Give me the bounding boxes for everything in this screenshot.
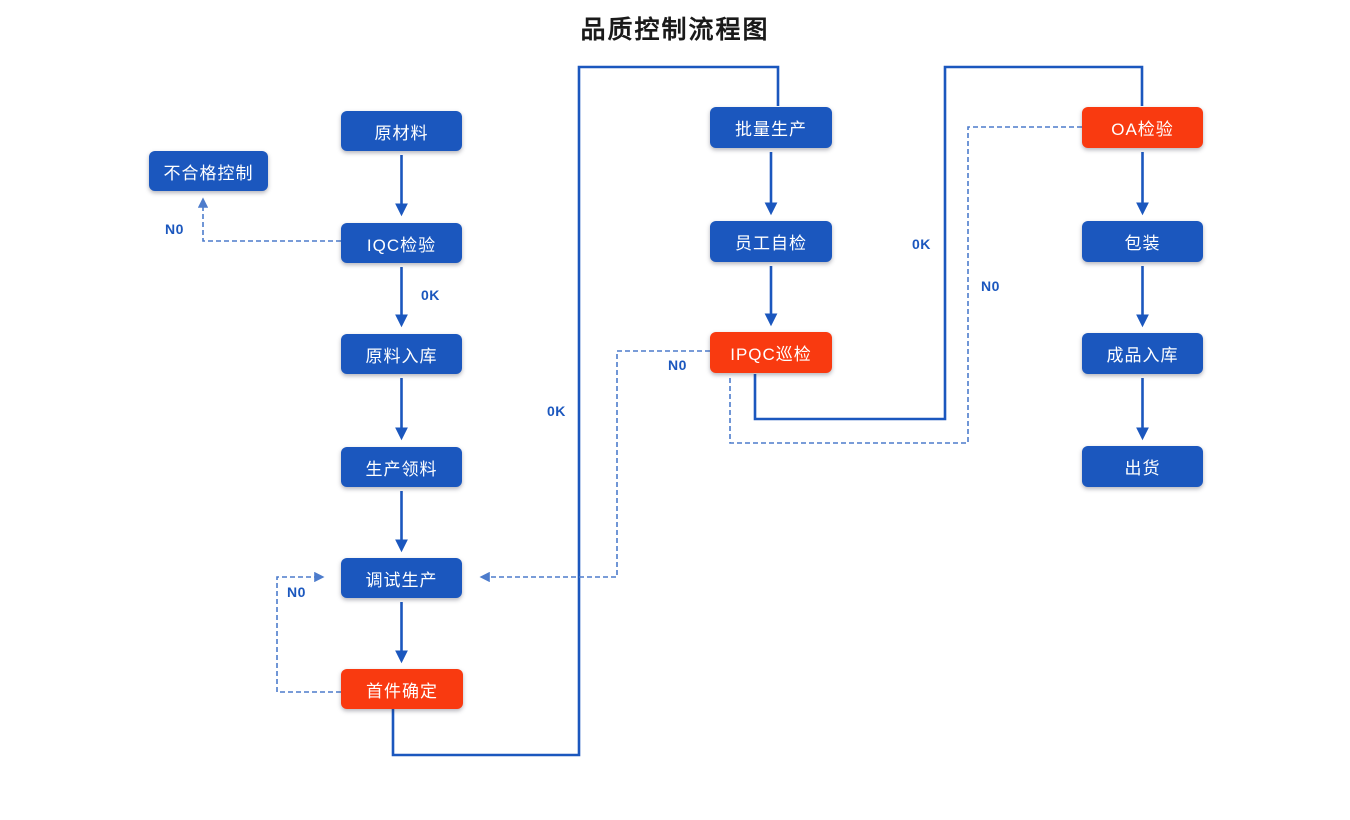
node-trial-production: 调试生产 xyxy=(341,558,462,598)
edge-label-ipqc-ok: 0K xyxy=(912,236,931,252)
node-finished-warehousing: 成品入库 xyxy=(1082,333,1203,374)
node-shipment: 出货 xyxy=(1082,446,1203,487)
node-production-picking-label: 生产领料 xyxy=(365,459,438,479)
connector-firstarticle-to-batch-ok xyxy=(391,65,780,757)
connector-firstarticle-to-trial-no xyxy=(276,571,341,693)
node-finished-warehousing-label: 成品入库 xyxy=(1106,346,1179,365)
connector-iqc-to-nonconforming-no xyxy=(197,197,341,242)
page-title: 品质控制流程图 xyxy=(580,17,770,44)
node-batch-production-label: 批量生产 xyxy=(735,120,807,139)
node-oa-inspection-label: OA检验 xyxy=(1111,120,1174,139)
connector-ipqc-to-oa-ok xyxy=(753,65,1144,421)
node-trial-production-label: 调试生产 xyxy=(365,570,438,590)
edge-label-iqc-no: N0 xyxy=(165,221,184,237)
node-shipment-label: 出货 xyxy=(1124,459,1161,478)
node-raw-material-label: 原材料 xyxy=(374,123,429,143)
node-oa-inspection: OA检验 xyxy=(1082,107,1203,148)
node-nonconforming-control-label: 不合格控制 xyxy=(163,163,254,183)
node-iqc-inspection-label: IQC检验 xyxy=(366,235,437,255)
connector-oa-to-ipqc-no xyxy=(729,126,1082,444)
node-first-article-confirm: 首件确定 xyxy=(341,669,463,709)
node-material-warehousing-label: 原料入库 xyxy=(365,346,438,366)
node-nonconforming-control: 不合格控制 xyxy=(149,151,268,191)
node-raw-material: 原材料 xyxy=(341,111,462,151)
node-first-article-confirm-label: 首件确定 xyxy=(366,681,438,701)
edge-label-firstarticle-no: N0 xyxy=(287,584,306,600)
node-employee-self-check: 员工自检 xyxy=(710,221,832,262)
edge-label-firstarticle-ok: 0K xyxy=(547,403,566,419)
node-iqc-inspection: IQC检验 xyxy=(341,223,462,263)
node-packaging-label: 包装 xyxy=(1124,234,1161,253)
edge-label-oa-no: N0 xyxy=(981,278,1000,294)
connector-ipqc-to-trial-no xyxy=(479,350,710,583)
node-material-warehousing: 原料入库 xyxy=(341,334,462,374)
edge-label-iqc-ok: 0K xyxy=(421,287,440,303)
edge-label-ipqc-no: N0 xyxy=(668,357,687,373)
node-employee-self-check-label: 员工自检 xyxy=(735,234,807,253)
node-packaging: 包装 xyxy=(1082,221,1203,262)
node-ipqc-patrol-label: IPQC巡检 xyxy=(730,345,812,364)
node-production-picking: 生产领料 xyxy=(341,447,462,487)
node-ipqc-patrol: IPQC巡检 xyxy=(710,332,832,373)
node-batch-production: 批量生产 xyxy=(710,107,832,148)
